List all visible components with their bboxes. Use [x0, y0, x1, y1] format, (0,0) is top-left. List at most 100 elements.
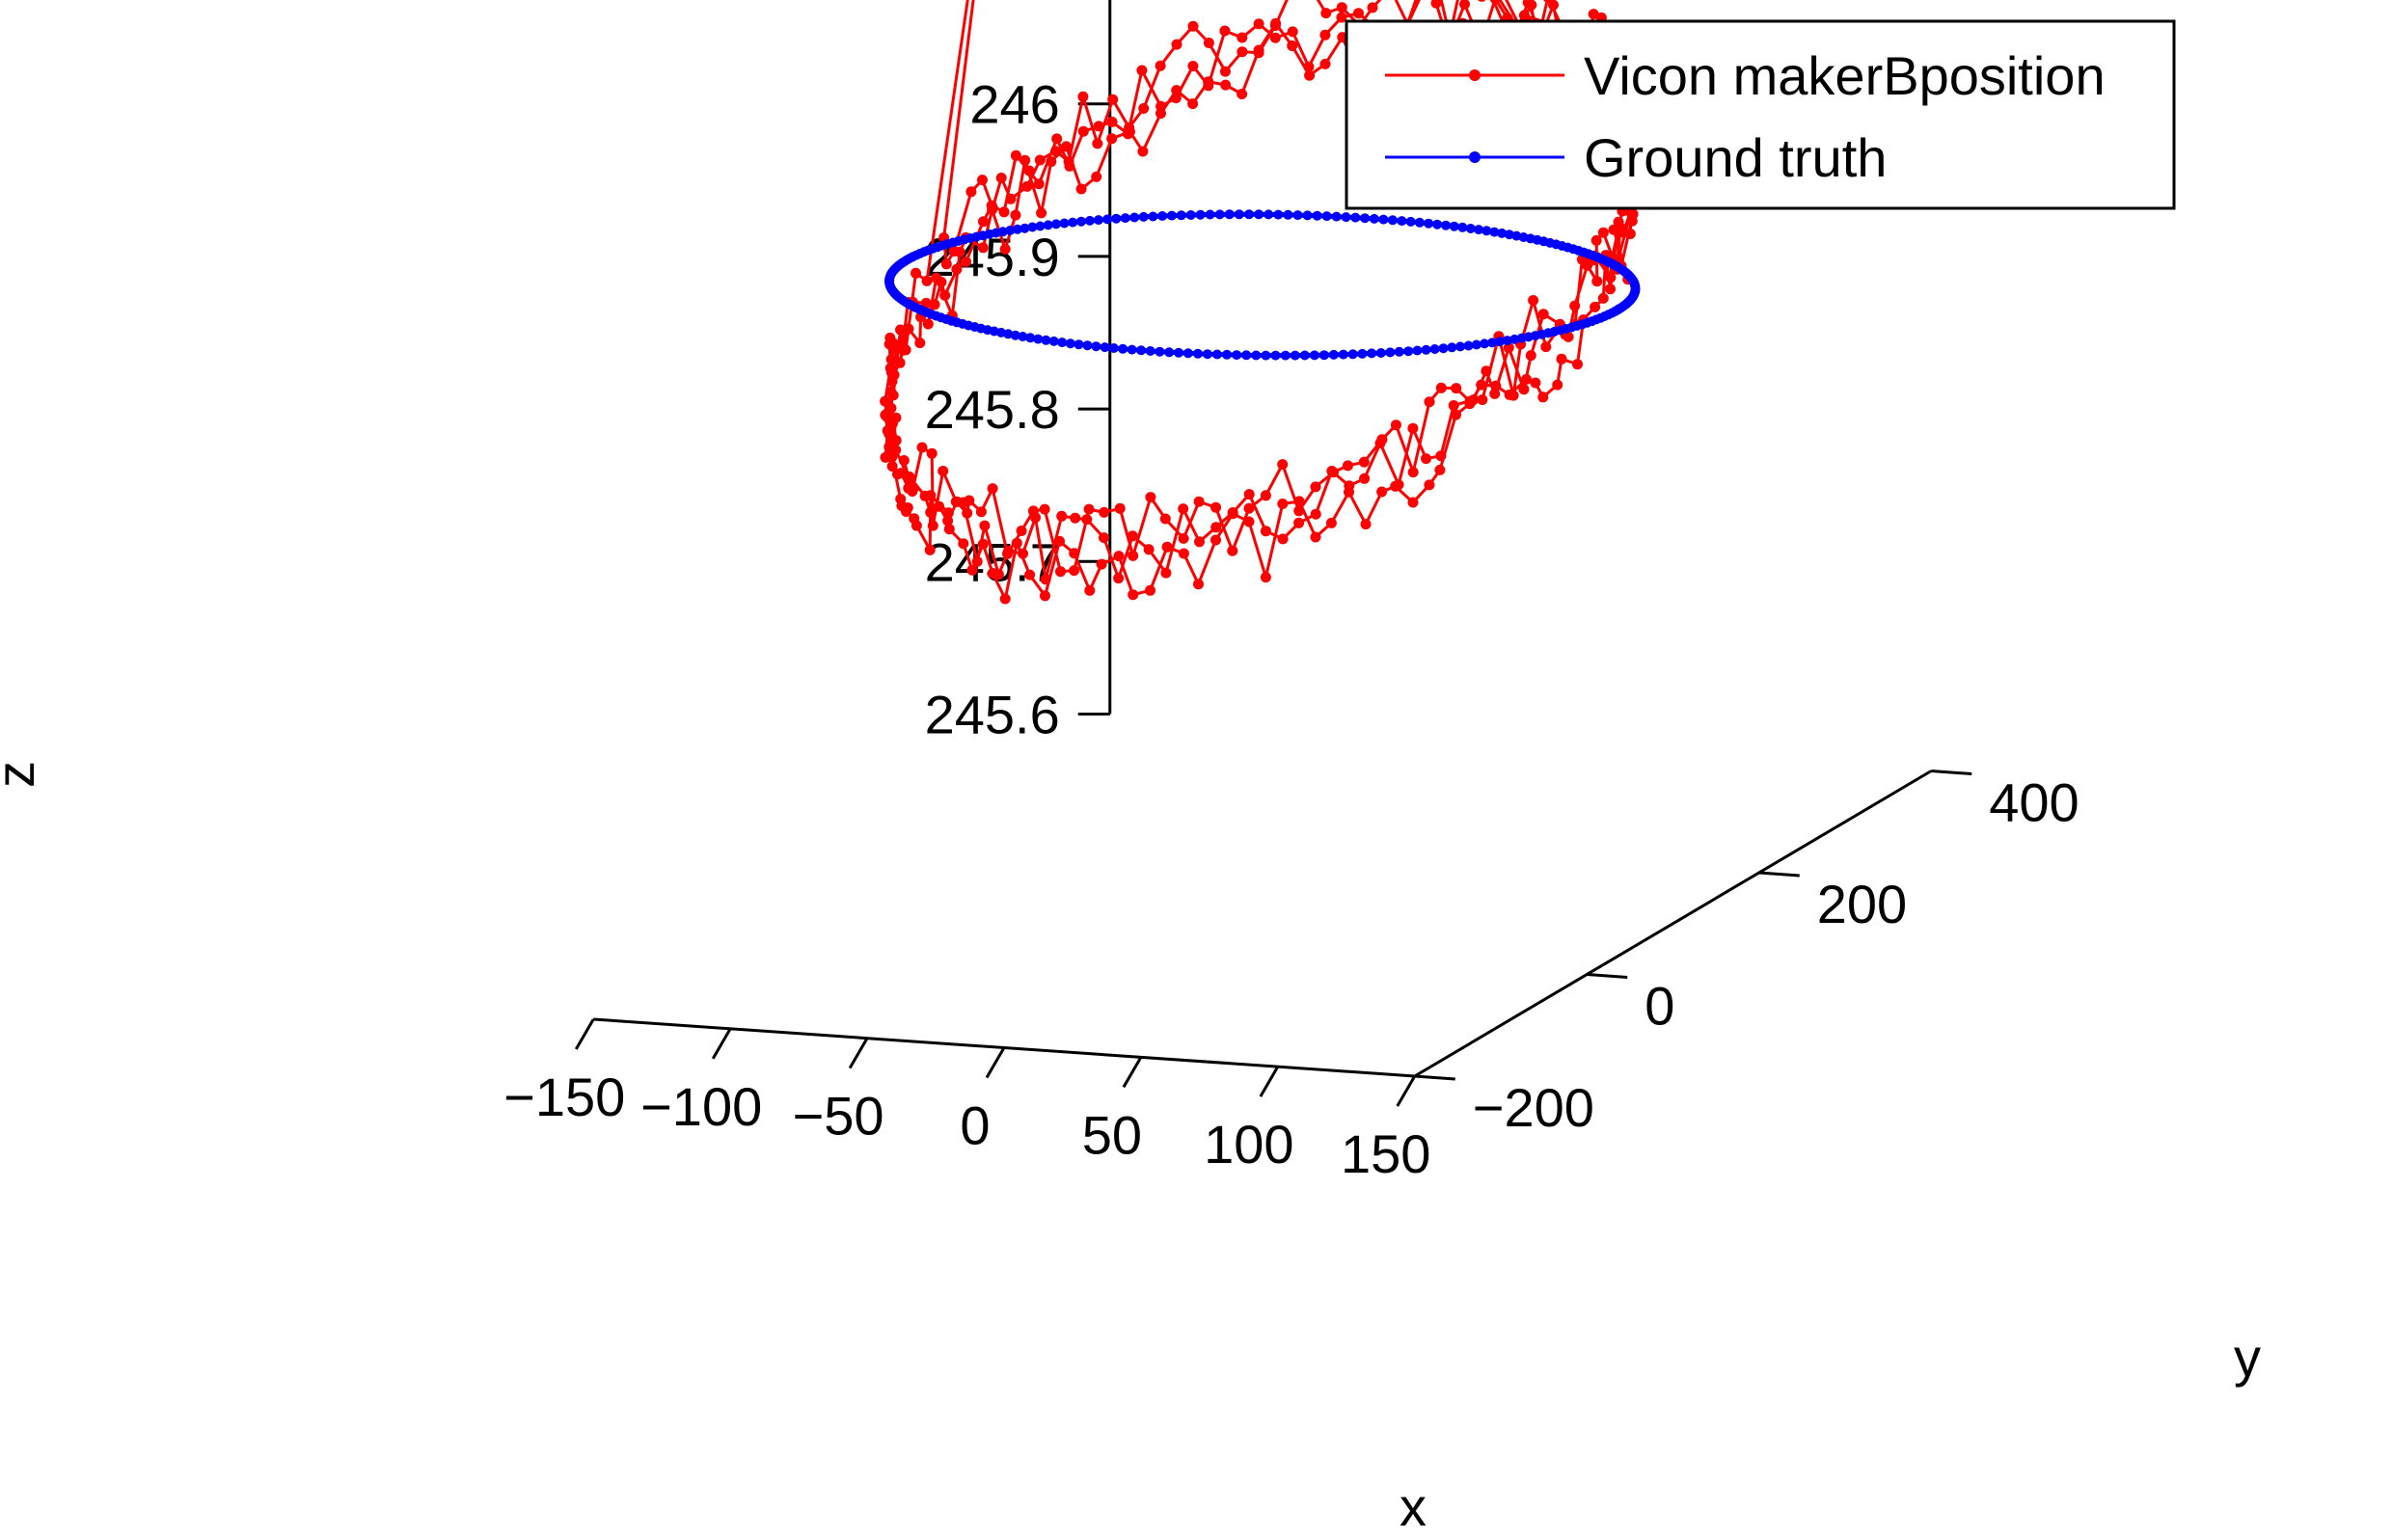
vicon-point [1178, 548, 1189, 559]
x-tick [1396, 1075, 1417, 1107]
ground-truth-point [1041, 335, 1051, 345]
vicon-point [885, 386, 897, 397]
vicon-point [992, 569, 1004, 581]
vicon-point [1137, 146, 1149, 157]
x-tick-label: 0 [960, 1095, 990, 1156]
vicon-point [1063, 156, 1074, 167]
vicon-point [926, 447, 938, 459]
vicon-point [1310, 531, 1321, 543]
vicon-point [943, 524, 955, 535]
vicon-point [939, 289, 951, 301]
vicon-point [1597, 227, 1609, 238]
ground-truth-point [1270, 350, 1281, 361]
ground-truth-point [1369, 213, 1379, 224]
vicon-point [1033, 178, 1045, 190]
vicon-point [1171, 39, 1182, 50]
vicon-point [1489, 388, 1501, 399]
vicon-point [958, 538, 969, 550]
vicon-point [1187, 98, 1199, 110]
vicon-point [987, 483, 998, 495]
ground-truth-point [1480, 338, 1490, 349]
vicon-point [1019, 154, 1031, 166]
vicon-point [890, 445, 902, 456]
ground-truth-point [1405, 216, 1416, 227]
vicon-point [1010, 209, 1021, 221]
vicon-point [1605, 284, 1616, 295]
vicon-point [1451, 383, 1462, 394]
vicon-point [1011, 537, 1022, 549]
vicon-point [1293, 496, 1305, 507]
vicon-point [1083, 503, 1095, 515]
ground-truth-point [1091, 341, 1101, 352]
ground-truth-point [1234, 209, 1244, 220]
vicon-point [1081, 514, 1093, 526]
x-tick-label: −150 [503, 1067, 625, 1127]
ground-truth-point [1261, 350, 1271, 361]
vicon-point [1591, 276, 1603, 287]
vicon-point [1556, 353, 1567, 365]
ground-truth-point [1018, 332, 1028, 341]
y-tick [1587, 973, 1628, 980]
vicon-point [1537, 392, 1549, 403]
vicon-point [1243, 516, 1255, 527]
vicon-point [920, 297, 932, 309]
y-tick-label: 200 [1817, 874, 1907, 934]
ground-truth-point [1176, 210, 1186, 221]
vicon-point [1171, 85, 1182, 96]
vicon-point [1336, 2, 1347, 14]
vicon-point [1070, 512, 1081, 524]
ground-truth-point [1214, 209, 1225, 220]
vicon-point [911, 267, 921, 279]
vicon-point [911, 520, 922, 531]
vicon-point [1543, 0, 1553, 3]
vicon-point [901, 506, 911, 517]
ground-truth-point [1251, 350, 1262, 361]
ground-truth-point [1447, 342, 1457, 353]
vicon-point [1489, 0, 1501, 5]
vicon-point [1353, 8, 1364, 19]
vicon-point [1360, 519, 1372, 530]
ground-truth-point [1254, 209, 1264, 220]
vicon-point [1518, 10, 1530, 21]
vicon-point [1113, 551, 1125, 562]
vicon-point [1036, 207, 1047, 219]
vicon-point [1310, 481, 1321, 493]
vicon-point [1018, 548, 1028, 559]
vicon-point [1617, 227, 1629, 238]
ground-truth-point [1321, 211, 1332, 222]
vicon-point [1056, 510, 1068, 522]
y-tick [1414, 1074, 1455, 1081]
vicon-point [1077, 125, 1089, 137]
ground-truth-point [1138, 211, 1149, 222]
vicon-point [1260, 572, 1271, 583]
vicon-point [1099, 532, 1109, 544]
vicon-point [938, 466, 949, 476]
vicon-point [1161, 541, 1173, 553]
ground-truth-point [1012, 224, 1022, 234]
z-tick-label: 246 [969, 74, 1059, 135]
vicon-point [1293, 517, 1305, 528]
vicon-point [1522, 0, 1534, 9]
ground-truth-point [1504, 230, 1514, 240]
vicon-point [987, 203, 998, 214]
vicon-point [1203, 38, 1214, 48]
ground-truth-point [1136, 345, 1147, 356]
ground-truth-point [1350, 212, 1361, 223]
x-tick [848, 1037, 869, 1069]
vicon-point [1421, 453, 1431, 465]
vicon-point [1046, 156, 1057, 168]
ground-truth-point [1005, 226, 1016, 235]
vicon-point [971, 555, 983, 567]
ground-truth-point [1441, 220, 1451, 230]
vicon-point [934, 500, 945, 512]
vicon-point [903, 473, 914, 484]
ground-truth-point [1463, 340, 1474, 351]
ground-truth-point [1166, 210, 1177, 221]
vicon-point [950, 496, 962, 507]
y-tick-label: 0 [1644, 976, 1674, 1037]
ground-truth-point [1211, 349, 1222, 360]
ground-truth-point [1082, 340, 1093, 351]
ground-truth-point [1394, 346, 1404, 357]
vicon-point [936, 277, 947, 287]
vicon-point [1194, 536, 1205, 548]
